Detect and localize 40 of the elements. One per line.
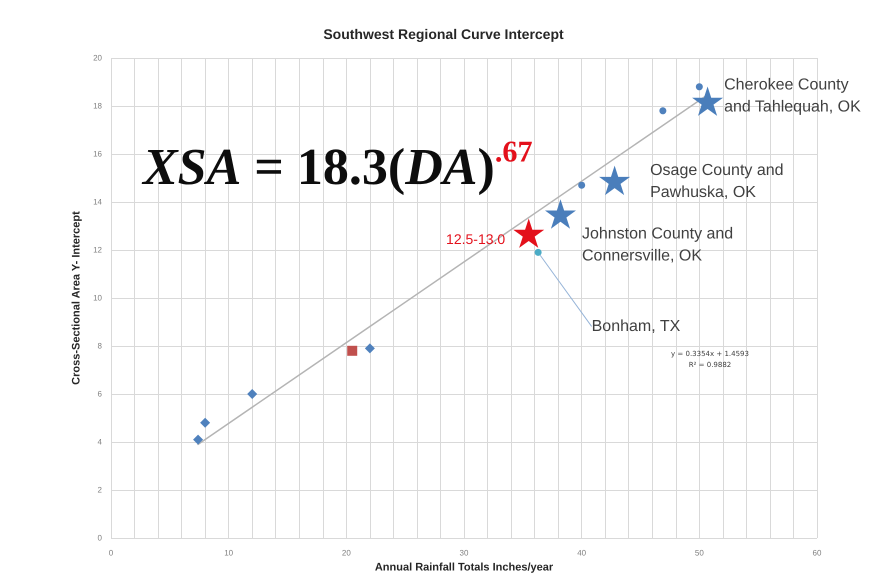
x-tick-label: 20 — [342, 548, 352, 558]
point — [513, 218, 544, 248]
point — [599, 166, 630, 196]
annotation: XSA = 18.3(DA)$^{.67}$ — [143, 134, 533, 196]
y-tick-label: 20 — [93, 54, 103, 62]
series-label: Osage County and Pawhuska, OK — [650, 162, 784, 201]
series-label: Cherokee County and Tahlequah, OK — [724, 76, 862, 116]
point — [347, 346, 358, 356]
point — [544, 199, 576, 229]
x-tick-label: 10 — [224, 548, 234, 558]
point — [696, 83, 703, 90]
x-tick-label: 30 — [460, 548, 469, 558]
y-tick-label: 6 — [98, 390, 103, 398]
y-tick-label: 18 — [93, 102, 103, 110]
y-tick-label: 16 — [93, 150, 103, 158]
chart-title: Southwest Regional Curve Intercept — [323, 26, 564, 42]
point — [692, 86, 724, 116]
point — [247, 389, 258, 399]
point — [659, 107, 666, 114]
x-tick-label: 50 — [694, 548, 704, 558]
point — [364, 343, 375, 354]
y-tick-label: 4 — [98, 438, 103, 446]
x-axis-title: Annual Rainfall Totals Inches/year — [374, 561, 554, 574]
y-tick-label: 8 — [98, 342, 103, 350]
x-tick-label: 0 — [108, 548, 114, 558]
x-tick-label: 40 — [577, 548, 587, 558]
point — [534, 248, 542, 256]
series-label: Johnston County and Connersville, OK — [582, 226, 734, 264]
data-label: 12.5-13.0 — [446, 231, 506, 248]
y-tick-label: 12 — [93, 246, 103, 254]
x-tick-label: 60 — [812, 548, 822, 558]
point — [193, 434, 204, 445]
text: Bonham, TX — [592, 318, 681, 335]
y-axis-title: Cross-Sectional Area Y- Intercept — [70, 210, 83, 385]
y-tick-label: 2 — [98, 486, 103, 494]
y-tick-label: 10 — [93, 294, 103, 302]
y-tick-label: 14 — [93, 198, 103, 206]
point — [578, 182, 586, 189]
point — [200, 418, 210, 428]
y-tick-label: 0 — [98, 534, 103, 542]
